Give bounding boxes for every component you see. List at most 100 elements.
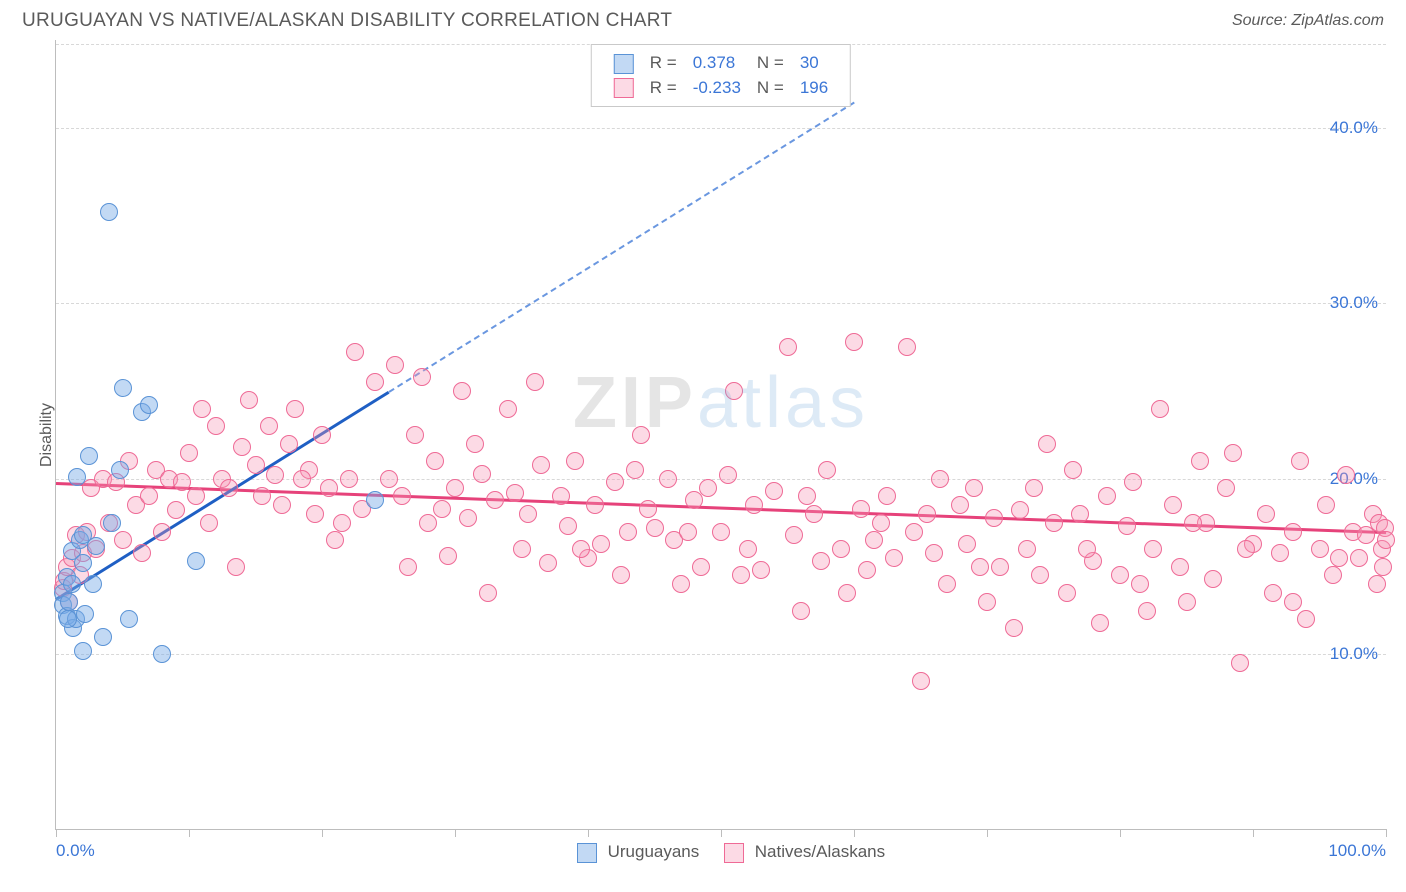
data-point <box>1271 544 1289 562</box>
data-point <box>140 487 158 505</box>
plot-region: ZIPatlas R = 0.378 N = 30 R = -0.233 N =… <box>55 40 1386 830</box>
data-point <box>792 602 810 620</box>
data-point <box>1178 593 1196 611</box>
data-point <box>413 368 431 386</box>
data-point <box>120 610 138 628</box>
data-point <box>59 610 77 628</box>
data-point <box>187 552 205 570</box>
data-point <box>852 500 870 518</box>
watermark-part2: atlas <box>697 363 869 443</box>
data-point <box>393 487 411 505</box>
y-tick-label: 40.0% <box>1330 118 1378 138</box>
data-point <box>752 561 770 579</box>
x-tick <box>1253 829 1254 837</box>
data-point <box>798 487 816 505</box>
data-point <box>566 452 584 470</box>
data-point <box>619 523 637 541</box>
data-point <box>366 373 384 391</box>
data-point <box>765 482 783 500</box>
data-point <box>227 558 245 576</box>
data-point <box>103 514 121 532</box>
data-point <box>872 514 890 532</box>
data-point <box>845 333 863 351</box>
swatch-natives <box>614 78 634 98</box>
data-point <box>1058 584 1076 602</box>
data-point <box>80 447 98 465</box>
data-point <box>1138 602 1156 620</box>
data-point <box>592 535 610 553</box>
data-point <box>260 417 278 435</box>
data-point <box>646 519 664 537</box>
data-point <box>985 509 1003 527</box>
data-point <box>173 473 191 491</box>
data-point <box>180 444 198 462</box>
data-point <box>1091 614 1109 632</box>
n-value-2: 196 <box>792 76 836 101</box>
data-point <box>1311 540 1329 558</box>
n-value-1: 30 <box>792 51 836 76</box>
x-tick-label: 100.0% <box>1328 841 1386 861</box>
data-point <box>838 584 856 602</box>
data-point <box>1038 435 1056 453</box>
data-point <box>453 382 471 400</box>
data-point <box>1191 452 1209 470</box>
series-legend: Uruguayans Natives/Alaskans <box>56 842 1386 863</box>
data-point <box>459 509 477 527</box>
data-point <box>1337 466 1355 484</box>
data-point <box>167 501 185 519</box>
data-point <box>659 470 677 488</box>
r-label: R = <box>642 76 685 101</box>
data-point <box>1064 461 1082 479</box>
x-tick-label: 0.0% <box>56 841 95 861</box>
data-point <box>639 500 657 518</box>
data-point <box>1131 575 1149 593</box>
data-point <box>74 554 92 572</box>
data-point <box>672 575 690 593</box>
data-point <box>1144 540 1162 558</box>
y-tick-label: 10.0% <box>1330 644 1378 664</box>
data-point <box>479 584 497 602</box>
data-point <box>406 426 424 444</box>
data-point <box>306 505 324 523</box>
data-point <box>74 642 92 660</box>
data-point <box>632 426 650 444</box>
data-point <box>1204 570 1222 588</box>
data-point <box>399 558 417 576</box>
data-point <box>1164 496 1182 514</box>
data-point <box>366 491 384 509</box>
r-label: R = <box>642 51 685 76</box>
x-tick <box>1120 829 1121 837</box>
data-point <box>439 547 457 565</box>
data-point <box>1217 479 1235 497</box>
data-point <box>506 484 524 502</box>
data-point <box>133 544 151 562</box>
data-point <box>340 470 358 488</box>
data-point <box>1224 444 1242 462</box>
data-point <box>1297 610 1315 628</box>
r-value-2: -0.233 <box>685 76 749 101</box>
data-point <box>898 338 916 356</box>
data-point <box>187 487 205 505</box>
data-point <box>94 628 112 646</box>
data-point <box>1018 540 1036 558</box>
data-point <box>84 575 102 593</box>
data-point <box>606 473 624 491</box>
data-point <box>233 438 251 456</box>
data-point <box>1291 452 1309 470</box>
data-point <box>326 531 344 549</box>
data-point <box>712 523 730 541</box>
chart-area: Disability ZIPatlas R = 0.378 N = 30 R =… <box>45 40 1386 830</box>
data-point <box>905 523 923 541</box>
data-point <box>114 531 132 549</box>
data-point <box>1284 593 1302 611</box>
x-tick <box>588 829 589 837</box>
data-point <box>153 645 171 663</box>
data-point <box>699 479 717 497</box>
data-point <box>1231 654 1249 672</box>
data-point <box>346 343 364 361</box>
data-point <box>1264 584 1282 602</box>
data-point <box>87 537 105 555</box>
data-point <box>958 535 976 553</box>
legend-swatch-natives <box>724 843 744 863</box>
data-point <box>100 203 118 221</box>
